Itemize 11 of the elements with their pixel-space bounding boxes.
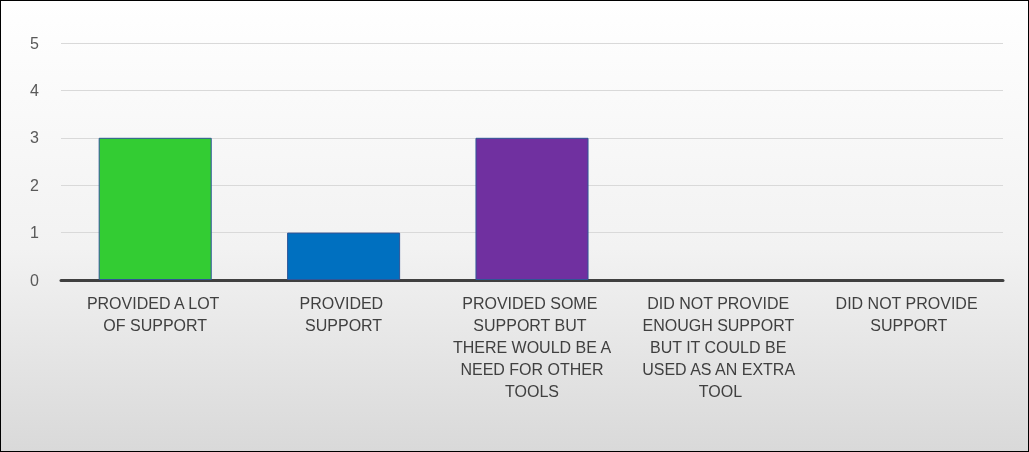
y-tick-label: 5 — [30, 34, 40, 52]
y-tick-label: 0 — [30, 271, 40, 289]
y-tick-label: 3 — [30, 129, 40, 147]
x-tick-label: PROVIDED SOME SUPPORT BUT THERE WOULD BE A NEED FOR OTHER TOOLS — [452, 294, 612, 400]
y-tick-label: 4 — [30, 81, 40, 99]
x-tick-label: PROVIDED SUPPORT — [299, 294, 388, 334]
x-tick-label: PROVIDED A LOT OF SUPPORT — [86, 294, 224, 334]
y-tick-label: 1 — [30, 224, 40, 242]
x-tick-label: DID NOT PROVIDE ENOUGH SUPPORT BUT IT COULD BE USED AS AN EXTRA TOOL — [642, 294, 799, 400]
y-tick-label: 2 — [30, 176, 40, 194]
x-tick-label: DID NOT PROVIDE SUPPORT — [835, 294, 982, 334]
